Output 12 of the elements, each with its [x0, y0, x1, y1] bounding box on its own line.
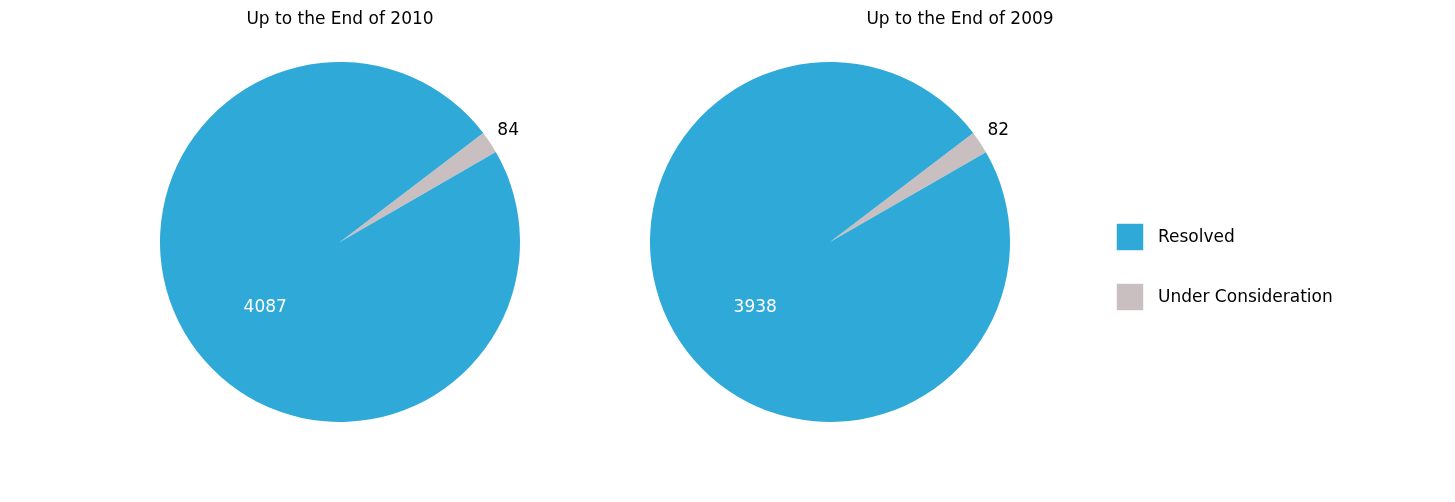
pie-slice [160, 62, 520, 422]
chart-title: Up to the End of 2010 [246, 8, 434, 28]
chart-title: Up to the End of 2009 [866, 8, 1054, 28]
pie-slice [650, 62, 1010, 422]
legend-label: Resolved [1158, 226, 1235, 246]
data-label: 82 [987, 119, 1010, 140]
legend-label: Under Consideration [1158, 286, 1333, 306]
data-label: 3938 [733, 295, 777, 316]
data-label: 4087 [243, 295, 287, 316]
data-label: 84 [497, 119, 519, 140]
pie-slice [340, 132, 496, 242]
pie-slice [830, 132, 986, 242]
